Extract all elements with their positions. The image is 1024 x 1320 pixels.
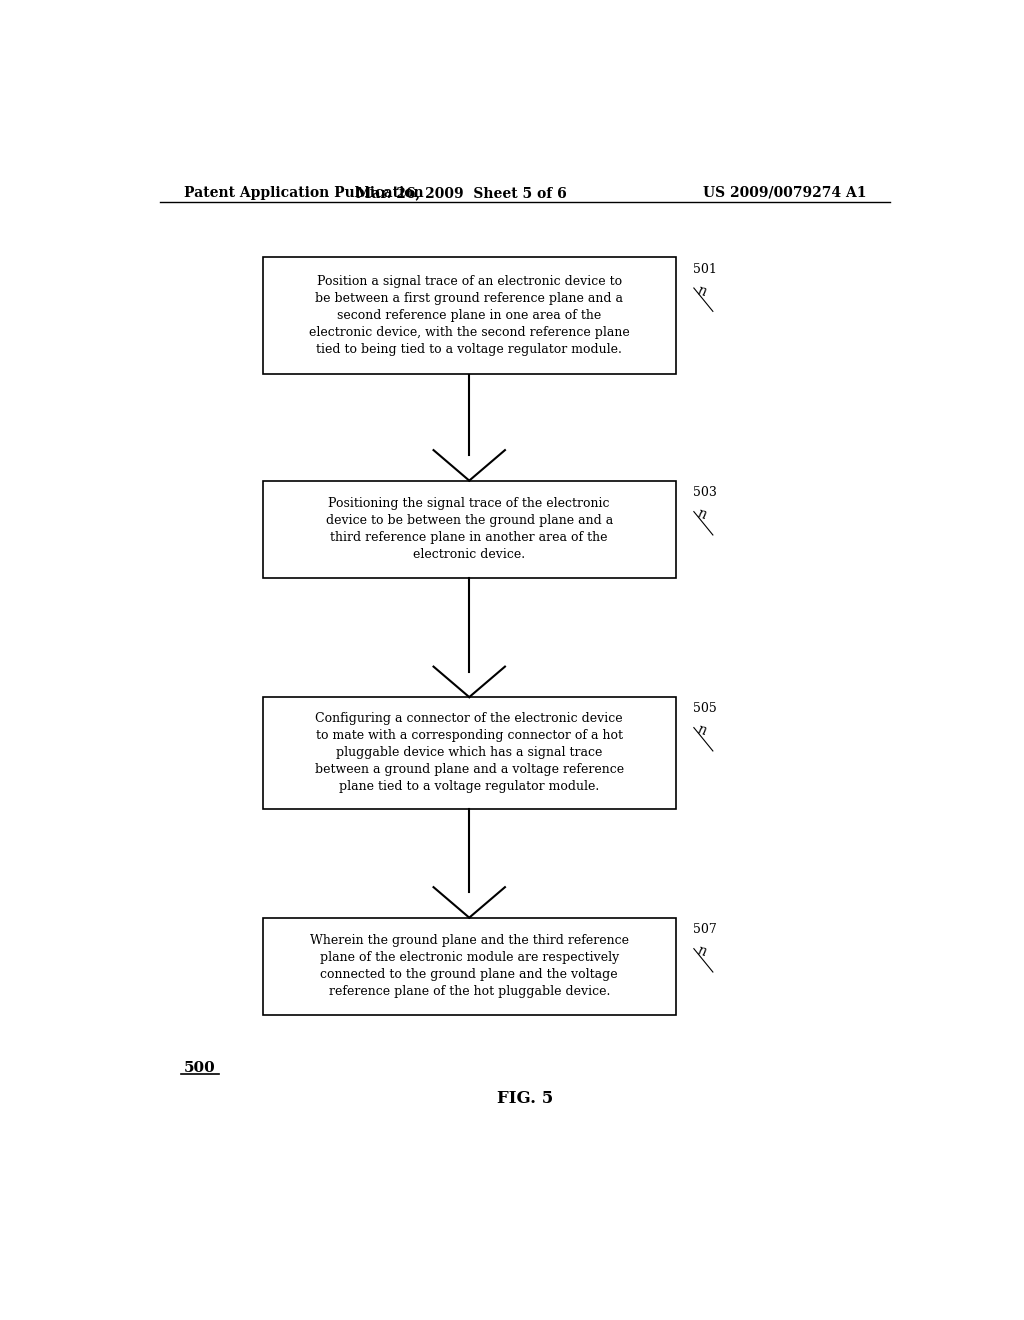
Text: FIG. 5: FIG. 5 [497,1090,553,1107]
Text: Positioning the signal trace of the electronic
device to be between the ground p: Positioning the signal trace of the elec… [326,498,613,561]
Bar [263,919,676,1015]
Text: 501: 501 [693,263,717,276]
Text: 505: 505 [693,702,717,715]
Text: Wherein the ground plane and the third reference
plane of the electronic module : Wherein the ground plane and the third r… [309,935,629,998]
Text: 500: 500 [183,1061,215,1074]
Text: Patent Application Publication: Patent Application Publication [183,186,423,199]
Text: Configuring a connector of the electronic device
to mate with a corresponding co: Configuring a connector of the electroni… [314,713,624,793]
Text: n: n [695,722,708,738]
Bar [263,480,676,578]
Text: Position a signal trace of an electronic device to
be between a first ground ref: Position a signal trace of an electronic… [309,276,630,356]
Text: n: n [695,507,708,523]
Text: 507: 507 [693,923,717,936]
Text: US 2009/0079274 A1: US 2009/0079274 A1 [702,186,866,199]
Bar [263,257,676,375]
Text: n: n [695,944,708,960]
Bar [263,697,676,809]
Text: Mar. 26, 2009  Sheet 5 of 6: Mar. 26, 2009 Sheet 5 of 6 [356,186,566,199]
Text: n: n [695,282,708,298]
Text: 503: 503 [693,486,717,499]
